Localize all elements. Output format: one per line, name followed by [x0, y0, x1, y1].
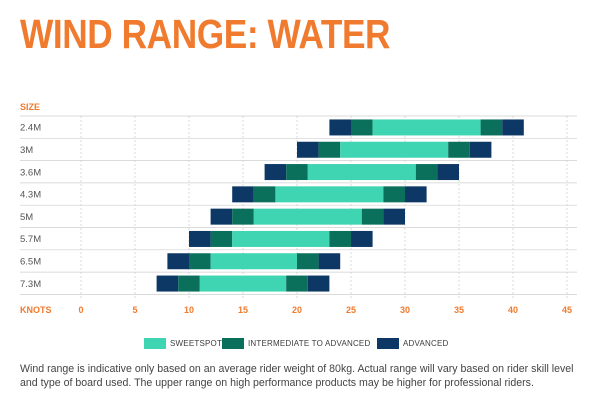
legend-advanced: ADVANCED: [377, 338, 448, 349]
bar-intermediate-high-4.3m: [383, 186, 405, 203]
bar-advanced-low-6.5m: [167, 253, 189, 270]
bar-intermediate-high-3m: [448, 141, 470, 158]
bar-advanced-high-5.7m: [351, 230, 373, 247]
tick-label-x-15: 15: [238, 305, 248, 315]
legend-swatch-sweetspot: [144, 338, 166, 349]
tick-label-x-10: 10: [184, 305, 194, 315]
disclaimer-note: Wind range is indicative only based on a…: [20, 363, 574, 389]
bar-intermediate-low-4.3m: [253, 186, 276, 203]
tick-label-size-3m: 3M: [20, 145, 33, 156]
bar-sweetspot-2.4m: [372, 119, 481, 136]
x-axis-label: KNOTS: [20, 305, 52, 315]
legend-swatch-advanced: [377, 338, 399, 349]
legend-intermediate: INTERMEDIATE TO ADVANCED: [222, 338, 370, 349]
tick-label-size-7.3m: 7.3M: [20, 279, 41, 290]
bar-sweetspot-5m: [253, 208, 362, 225]
legend-label-advanced: ADVANCED: [403, 339, 449, 348]
bar-intermediate-high-6.5m: [297, 253, 319, 270]
legend-swatch-intermediate: [222, 338, 244, 349]
bar-intermediate-low-2.4m: [351, 119, 373, 136]
tick-label-x-20: 20: [292, 305, 302, 315]
bar-intermediate-high-7.3m: [286, 275, 308, 292]
y-axis-label: SIZE: [20, 102, 40, 112]
tick-label-x-0: 0: [78, 305, 83, 315]
tick-label-x-40: 40: [508, 305, 518, 315]
bar-intermediate-low-3m: [318, 141, 341, 158]
bar-intermediate-high-5.7m: [329, 230, 351, 247]
bar-intermediate-high-2.4m: [480, 119, 503, 136]
legend-sweetspot: SWEETSPOT: [144, 338, 222, 349]
bar-sweetspot-3.6m: [307, 164, 416, 181]
tick-label-size-5.7m: 5.7M: [20, 234, 41, 245]
bar-intermediate-low-6.5m: [189, 253, 211, 270]
bar-advanced-low-3m: [297, 141, 319, 158]
bar-intermediate-low-5m: [232, 208, 254, 225]
bar-advanced-low-2.4m: [329, 119, 351, 136]
bar-advanced-low-3.6m: [264, 164, 287, 181]
tick-label-size-2.4m: 2.4M: [20, 123, 41, 134]
bar-sweetspot-5.7m: [232, 230, 330, 247]
tick-label-x-25: 25: [346, 305, 356, 315]
bar-advanced-high-3.6m: [437, 164, 459, 181]
bar-advanced-low-5.7m: [189, 230, 211, 247]
tick-label-x-30: 30: [400, 305, 410, 315]
bar-sweetspot-7.3m: [199, 275, 287, 292]
bar-advanced-high-2.4m: [502, 119, 524, 136]
bar-advanced-high-4.3m: [405, 186, 427, 203]
bars-layer: [156, 119, 524, 292]
bar-advanced-high-3m: [469, 141, 492, 158]
bar-intermediate-high-3.6m: [415, 164, 438, 181]
tick-label-x-5: 5: [132, 305, 137, 315]
tick-label-x-35: 35: [454, 305, 464, 315]
labels-layer: SIZE 2.4M 3M 3.6M 4.3M 5M 5.7M 6.5M 7.3M KNOTS 0 5 1…: [20, 102, 572, 315]
bar-sweetspot-4.3m: [275, 186, 384, 203]
bar-intermediate-high-5m: [361, 208, 384, 225]
bar-advanced-high-6.5m: [318, 253, 341, 270]
bar-advanced-high-7.3m: [307, 275, 330, 292]
wind-range-chart: SIZE 2.4M 3M 3.6M 4.3M 5M 5.7M 6.5M 7.3M KNOTS 0 5 1…: [20, 102, 577, 315]
bar-intermediate-low-7.3m: [178, 275, 200, 292]
tick-label-size-6.5m: 6.5M: [20, 256, 41, 267]
chart-legend: SWEETSPOT INTERMEDIATE TO ADVANCED ADVAN…: [0, 338, 596, 352]
bar-intermediate-low-5.7m: [210, 230, 233, 247]
legend-label-sweetspot: SWEETSPOT: [170, 339, 223, 348]
tick-label-size-4.3m: 4.3M: [20, 190, 41, 201]
bar-advanced-low-5m: [210, 208, 233, 225]
tick-label-x-45: 45: [562, 305, 572, 315]
bar-advanced-low-7.3m: [156, 275, 179, 292]
bar-advanced-low-4.3m: [232, 186, 254, 203]
tick-label-size-5m: 5M: [20, 212, 33, 223]
bar-advanced-high-5m: [383, 208, 405, 225]
bar-intermediate-low-3.6m: [286, 164, 308, 181]
bar-sweetspot-6.5m: [210, 253, 297, 270]
legend-label-intermediate: INTERMEDIATE TO ADVANCED: [248, 339, 371, 348]
grid-layer: [20, 115, 577, 301]
tick-label-size-3.6m: 3.6M: [20, 167, 41, 178]
bar-sweetspot-3m: [340, 141, 449, 158]
chart-title: WIND RANGE: WATER: [20, 11, 391, 57]
